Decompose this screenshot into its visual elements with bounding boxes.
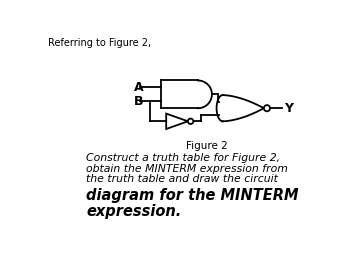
Circle shape	[264, 105, 270, 111]
Text: B: B	[134, 95, 143, 108]
Circle shape	[188, 119, 193, 124]
Text: diagram for the MINTERM: diagram for the MINTERM	[86, 188, 299, 203]
Text: the truth table and draw the circuit: the truth table and draw the circuit	[86, 174, 278, 184]
Text: expression.: expression.	[86, 204, 182, 219]
Text: Construct a truth table for Figure 2,: Construct a truth table for Figure 2,	[86, 153, 280, 163]
Text: Y: Y	[284, 102, 293, 115]
Text: A: A	[134, 81, 143, 94]
Text: Figure 2: Figure 2	[186, 141, 228, 151]
Text: obtain the MINTERM expression from: obtain the MINTERM expression from	[86, 164, 288, 174]
Text: Referring to Figure 2,: Referring to Figure 2,	[48, 38, 152, 48]
